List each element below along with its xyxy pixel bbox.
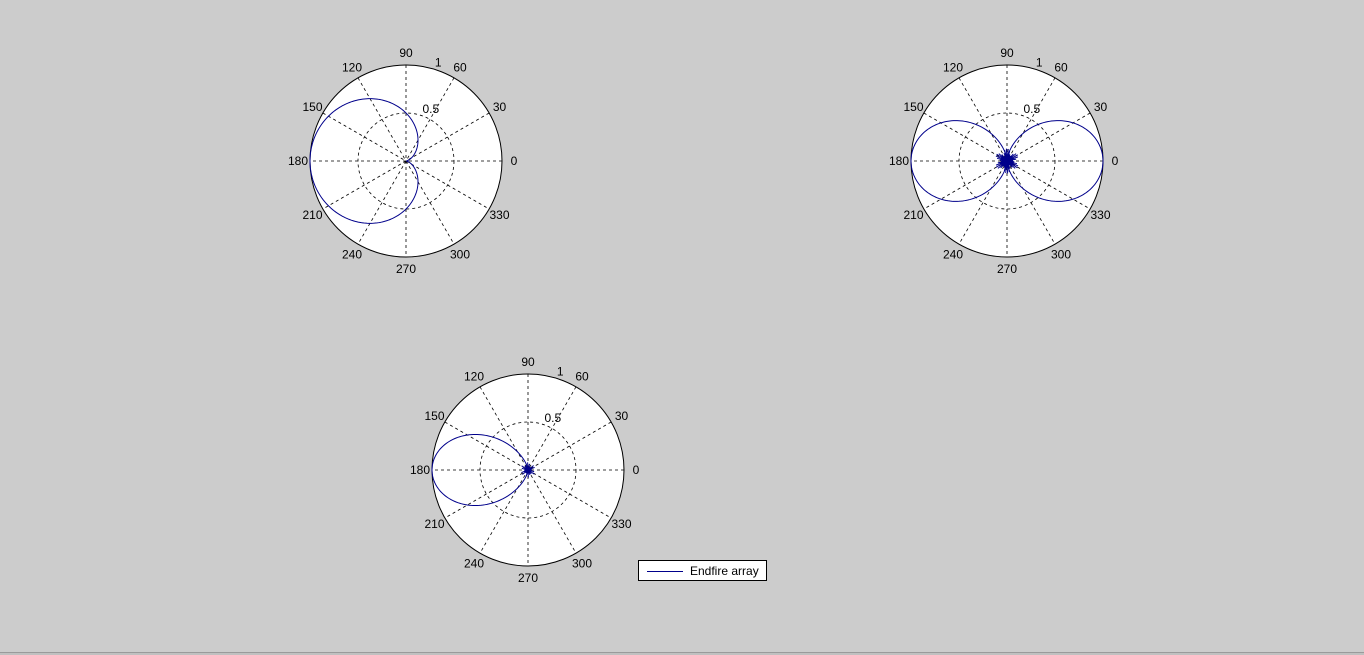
legend-box[interactable]: Endfire array <box>638 560 767 581</box>
radial-tick-label: 1 <box>435 55 442 69</box>
angle-tick-label: 240 <box>943 248 963 262</box>
angle-tick-label: 180 <box>410 463 430 477</box>
angle-tick-label: 330 <box>1090 208 1110 222</box>
angle-tick-label: 90 <box>399 46 413 60</box>
radial-tick-label: 0.5 <box>545 411 562 425</box>
angle-tick-label: 30 <box>1094 100 1108 114</box>
angle-tick-label: 300 <box>1051 248 1071 262</box>
angle-tick-label: 240 <box>342 248 362 262</box>
polar-axes-1: 0 30 60 90 120 150 180 210 240 270 300 330 0.5 1 <box>288 46 518 276</box>
radial-tick-label: 0.5 <box>1024 102 1041 116</box>
angle-tick-label: 180 <box>889 154 909 168</box>
angle-tick-label: 210 <box>424 517 444 531</box>
near-origin-sidelobes <box>521 462 535 478</box>
angle-tick-label: 150 <box>424 409 444 423</box>
angle-tick-label: 150 <box>903 100 923 114</box>
angle-tick-label: 60 <box>1054 61 1068 75</box>
angle-tick-label: 120 <box>342 61 362 75</box>
angle-tick-label: 150 <box>302 100 322 114</box>
near-origin-sidelobes <box>995 148 1019 174</box>
angle-tick-label: 0 <box>633 463 640 477</box>
angle-tick-label: 90 <box>1000 46 1014 60</box>
angle-tick-label: 120 <box>464 370 484 384</box>
radial-tick-label: 1 <box>1036 55 1043 69</box>
angle-tick-label: 330 <box>489 208 509 222</box>
polar-axes-3: 0 30 60 90 120 150 180 210 240 270 300 330 0.5 1 <box>410 355 640 585</box>
pattern-series-line <box>309 98 419 224</box>
angle-tick-label: 270 <box>518 571 538 585</box>
radial-tick-label: 0.5 <box>423 102 440 116</box>
angle-tick-label: 330 <box>611 517 631 531</box>
pattern-series-line <box>431 433 529 507</box>
legend-line-swatch <box>647 571 683 572</box>
angle-tick-label: 60 <box>453 61 467 75</box>
window-bottom-edge <box>0 652 1364 655</box>
angle-tick-label: 300 <box>450 248 470 262</box>
angle-tick-label: 240 <box>464 557 484 571</box>
angle-tick-label: 30 <box>493 100 507 114</box>
angle-tick-label: 270 <box>997 262 1017 276</box>
angle-tick-label: 0 <box>1112 154 1119 168</box>
angle-tick-label: 180 <box>288 154 308 168</box>
angle-tick-label: 210 <box>302 208 322 222</box>
polar-axes-2: 0 30 60 90 120 150 180 210 240 270 300 330 0.5 1 <box>889 46 1119 276</box>
angle-tick-label: 120 <box>943 61 963 75</box>
angle-tick-label: 300 <box>572 557 592 571</box>
angle-tick-label: 90 <box>521 355 535 369</box>
angle-tick-label: 60 <box>575 370 589 384</box>
radial-tick-label: 1 <box>557 364 564 378</box>
angle-tick-label: 30 <box>615 409 629 423</box>
angle-tick-label: 0 <box>511 154 518 168</box>
legend-label: Endfire array <box>690 564 759 578</box>
angle-tick-label: 270 <box>396 262 416 276</box>
angle-tick-label: 210 <box>903 208 923 222</box>
pattern-series-line <box>910 120 1104 202</box>
